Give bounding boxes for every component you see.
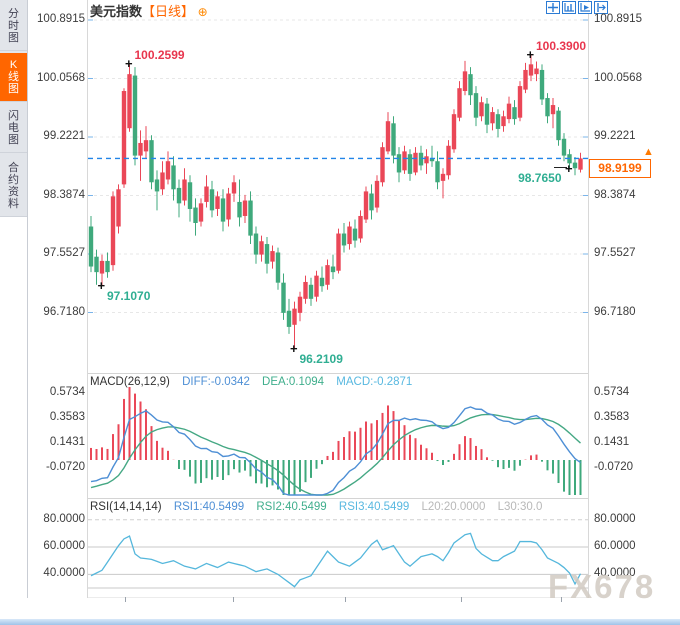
high-price-label: 100.3900 <box>536 39 587 54</box>
high-price-label: 100.2599 <box>134 48 185 63</box>
month-tick <box>461 597 462 602</box>
rsi3-value: RSI3:40.5499 <box>338 501 410 513</box>
main-macd-divider <box>88 373 588 374</box>
current-price-box: 98.9199 <box>589 159 651 178</box>
axis-play-icon[interactable] <box>578 1 592 14</box>
axis-label: 96.7180 <box>594 305 636 318</box>
axis-label: 80.0000 <box>43 512 85 525</box>
low-price-label: 97.1070 <box>107 288 151 303</box>
symbol-name: 美元指数 <box>90 4 143 19</box>
axis-label: -0.0720 <box>594 461 634 473</box>
macd-macd-value: MACD:-0.2871 <box>336 376 413 388</box>
month-tick <box>345 597 346 602</box>
rsi-l20-value: L20:20.0000 <box>421 501 486 513</box>
macd-rsi-divider <box>88 498 588 499</box>
axis-label: 0.1431 <box>49 436 85 448</box>
circle-plus-icon[interactable]: ⊕ <box>197 5 208 19</box>
crosshair-marker: + <box>97 277 106 293</box>
macd-panel-chart[interactable] <box>88 385 588 497</box>
plot-left-border <box>87 0 88 598</box>
axis-label: 98.3874 <box>594 188 636 201</box>
sidebar-tab-4[interactable]: 合约资料 <box>0 155 27 217</box>
rsi-panel-chart[interactable] <box>88 516 588 599</box>
axis-label: 98.3874 <box>43 188 85 201</box>
fx678-watermark: FX678 <box>548 568 656 605</box>
crosshair-marker: + <box>125 56 133 72</box>
rsi1-value: RSI1:40.5499 <box>173 501 245 513</box>
price-up-arrow-icon: ▲ <box>643 146 654 158</box>
chart-toolbar <box>546 1 608 14</box>
period-tag: 【日线】 <box>142 4 195 19</box>
crosshair-marker: + <box>565 161 573 177</box>
axis-label: 97.5527 <box>43 247 85 259</box>
macd-name-label: MACD(26,12,9) <box>90 376 170 388</box>
rsi-l30-value: L30:30.0 <box>497 501 543 513</box>
axis-label: 100.8915 <box>594 13 642 25</box>
axis-label: 100.0568 <box>37 71 85 84</box>
axis-label: 100.0568 <box>594 71 642 84</box>
axis-label: -0.0720 <box>45 461 85 473</box>
rsi2-value: RSI2:40.5499 <box>256 501 327 513</box>
month-tick <box>125 597 126 602</box>
low-price-label: 96.2109 <box>299 351 343 366</box>
main-candlestick-chart[interactable] <box>88 18 588 370</box>
axis-label: 80.0000 <box>594 512 636 525</box>
axis-scale-icon[interactable] <box>562 1 576 14</box>
axis-label: 99.2221 <box>594 130 636 142</box>
time-axis: 日线 ▲ 2025/082025/092025/102025/112025/12 <box>0 598 680 619</box>
rsi-name-label: RSI(14,14,14) <box>90 501 162 513</box>
crosshair-marker: + <box>290 340 298 356</box>
axis-label: 60.0000 <box>43 540 85 552</box>
rsi-header: RSI(14,14,14) RSI1:40.5499 RSI2:40.5499 … <box>90 501 551 513</box>
axis-label: 0.3583 <box>49 411 85 423</box>
crosshair-pan-icon[interactable] <box>546 1 560 14</box>
macd-dea-value: DEA:0.1094 <box>262 376 325 388</box>
horizontal-scrollbar[interactable] <box>0 619 680 625</box>
month-tick <box>233 597 234 602</box>
macd-header: MACD(26,12,9) DIFF:-0.0342 DEA:0.1094 MA… <box>90 376 421 388</box>
axis-label: 100.8915 <box>37 13 85 25</box>
axis-label: 0.1431 <box>594 436 630 448</box>
axis-label: 0.5734 <box>49 386 85 398</box>
month-tick <box>561 597 562 602</box>
axis-label: 0.5734 <box>594 386 630 398</box>
exit-right-icon[interactable] <box>594 1 608 14</box>
sidebar-tab-3[interactable]: 闪电图 <box>0 104 27 153</box>
axis-label: 60.0000 <box>594 540 636 552</box>
plot-right-border <box>588 0 589 598</box>
chart-title: 美元指数【日线】 ⊕ <box>90 1 208 19</box>
axis-label: 40.0000 <box>594 567 636 580</box>
axis-label: 97.5527 <box>594 247 636 259</box>
sidebar-tab-1[interactable]: 分时图 <box>0 2 27 51</box>
axis-label: 0.3583 <box>594 411 630 423</box>
crosshair-marker: + <box>526 47 535 63</box>
macd-diff-value: DIFF:-0.0342 <box>182 376 250 388</box>
axis-label: 96.7180 <box>43 305 85 318</box>
axis-label: 99.2221 <box>43 130 85 142</box>
marker-leader-line <box>553 167 567 169</box>
low-price-label: 98.7650 <box>518 171 562 186</box>
axis-label: 40.0000 <box>43 567 85 580</box>
